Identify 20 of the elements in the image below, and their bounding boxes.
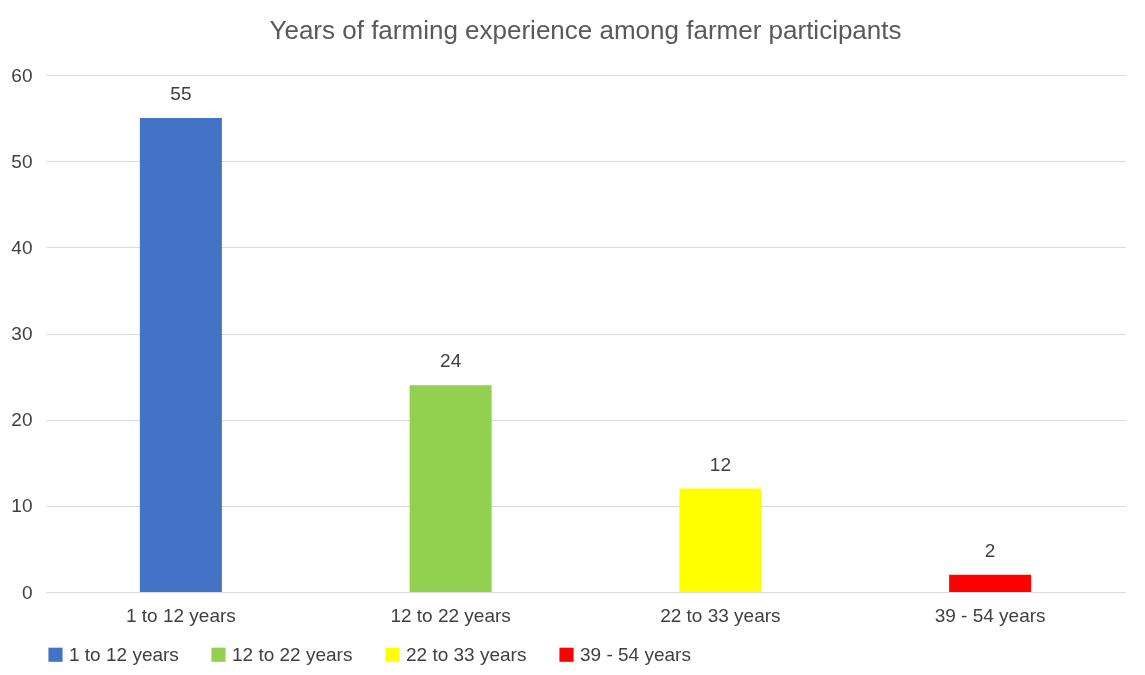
y-tick-label: 60 (11, 64, 33, 86)
y-tick-label: 0 (21, 581, 33, 603)
data-label: 24 (440, 350, 462, 372)
x-tick-label: 39 - 54 years (934, 604, 1046, 626)
legend-label: 39 - 54 years (580, 643, 691, 665)
data-label: 55 (170, 83, 192, 105)
y-tick-label: 30 (11, 323, 33, 344)
y-tick-label: 20 (11, 409, 33, 431)
x-tick-label: 22 to 33 years (660, 604, 781, 626)
legend-label: 12 to 22 years (232, 643, 353, 665)
y-tick-label: 50 (11, 150, 33, 172)
data-label: 12 (709, 453, 731, 475)
y-tick-label: 10 (11, 495, 33, 517)
y-tick-label: 40 (11, 236, 33, 258)
legend-label: 22 to 33 years (406, 643, 527, 665)
x-tick-label: 1 to 12 years (125, 604, 236, 626)
legend-label: 1 to 12 years (69, 643, 179, 665)
x-tick-label: 12 to 22 years (390, 604, 511, 626)
chart-title: Years of farming experience among farmer participants (269, 15, 902, 45)
data-label: 2 (984, 539, 996, 561)
